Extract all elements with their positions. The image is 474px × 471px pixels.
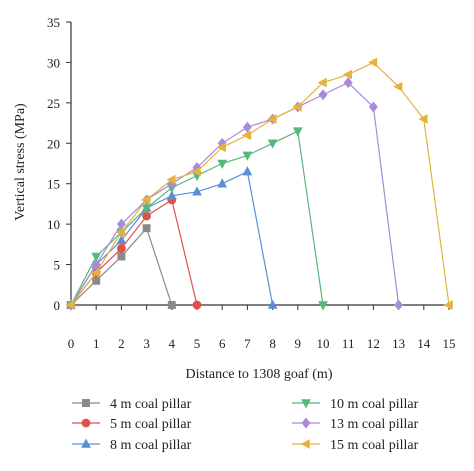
data-point — [242, 151, 253, 161]
data-point — [292, 102, 302, 112]
data-point — [90, 267, 100, 278]
x-tick-label: 11 — [342, 336, 355, 351]
y-tick-label: 20 — [47, 136, 60, 151]
data-point — [65, 300, 75, 310]
legend-item: 4 m coal pillar — [72, 397, 192, 412]
series-4 — [66, 127, 328, 311]
data-point — [241, 130, 252, 141]
data-point — [117, 244, 126, 253]
data-point — [192, 300, 202, 310]
data-point — [443, 300, 453, 310]
series-6 — [65, 57, 453, 310]
x-tick-label: 6 — [219, 336, 226, 351]
data-point — [393, 81, 403, 92]
legend: 4 m coal pillar 5 m coal pillar 8 m coal p… — [72, 397, 419, 453]
data-point — [342, 69, 352, 80]
x-tick-label: 8 — [269, 336, 276, 351]
data-point — [267, 139, 278, 149]
x-tick-label: 15 — [443, 336, 456, 351]
legend-item: 5 m coal pillar — [72, 417, 192, 432]
x-axis-label: Distance to 1308 goaf (m) — [186, 367, 333, 382]
data-point — [368, 101, 378, 113]
data-point — [166, 174, 176, 185]
data-point — [141, 195, 151, 205]
series-layer — [65, 57, 453, 311]
x-tick-label: 9 — [295, 336, 302, 351]
x-tick-label: 1 — [93, 336, 100, 351]
data-point — [343, 77, 353, 89]
data-point — [217, 159, 228, 169]
data-point — [92, 276, 101, 285]
data-point — [242, 121, 252, 133]
data-point — [394, 299, 404, 311]
legend-item: 8 m coal pillar — [72, 438, 192, 453]
data-point — [292, 127, 303, 137]
series-5 — [66, 77, 404, 311]
x-tick-label: 0 — [68, 336, 75, 351]
x-tick-label: 14 — [417, 336, 431, 351]
legend-marker — [82, 399, 90, 407]
series-line — [70, 61, 450, 306]
data-point — [91, 252, 102, 262]
y-tick-label: 25 — [47, 96, 60, 111]
x-tick-label: 5 — [194, 336, 201, 351]
y-tick-label: 5 — [54, 258, 61, 273]
series-line — [70, 130, 324, 306]
legend-marker — [81, 418, 91, 428]
legend-marker — [301, 399, 311, 409]
legend-label: 15 m coal pillar — [330, 438, 419, 453]
x-tick-label: 10 — [317, 336, 330, 351]
x-tick-label: 13 — [392, 336, 405, 351]
data-point — [318, 89, 328, 101]
legend-label: 5 m coal pillar — [110, 417, 192, 432]
legend-marker — [300, 439, 310, 449]
x-tick-label: 7 — [244, 336, 251, 351]
y-tick-label: 0 — [54, 298, 61, 313]
legend-item: 15 m coal pillar — [292, 438, 419, 453]
y-tick-label: 10 — [47, 217, 60, 232]
data-point — [242, 166, 253, 176]
data-point — [191, 166, 201, 177]
x-tick-label: 4 — [169, 336, 176, 351]
data-point — [318, 301, 328, 311]
legend-marker — [301, 417, 311, 429]
data-point — [267, 299, 278, 309]
data-point — [142, 224, 151, 233]
data-point — [166, 190, 177, 200]
x-tick-label: 2 — [118, 336, 125, 351]
data-point — [167, 301, 176, 309]
data-point — [317, 77, 327, 88]
series-2 — [66, 195, 202, 310]
y-tick-label: 30 — [47, 55, 60, 70]
legend-label: 13 m coal pillar — [330, 417, 419, 432]
data-point — [192, 186, 202, 196]
data-point — [267, 114, 277, 124]
data-point — [217, 178, 228, 188]
data-point — [116, 234, 127, 245]
legend-item: 10 m coal pillar — [292, 397, 419, 412]
data-point — [216, 142, 226, 153]
y-axis-label: Vertical stress (MPa) — [13, 103, 28, 221]
legend-label: 8 m coal pillar — [110, 438, 192, 453]
series-line — [70, 81, 400, 306]
x-tick-label: 3 — [143, 336, 150, 351]
legend-marker — [81, 438, 91, 448]
data-point — [117, 252, 126, 261]
data-point — [418, 114, 428, 124]
data-point — [91, 259, 101, 271]
data-point — [116, 218, 126, 230]
x-tick-label: 12 — [367, 336, 380, 351]
legend-label: 10 m coal pillar — [330, 397, 419, 412]
data-point — [367, 57, 378, 68]
legend-item: 13 m coal pillar — [292, 417, 419, 432]
data-point — [115, 227, 126, 238]
y-tick-label: 35 — [47, 15, 60, 30]
y-tick-label: 15 — [47, 177, 60, 192]
legend-label: 4 m coal pillar — [110, 397, 192, 412]
